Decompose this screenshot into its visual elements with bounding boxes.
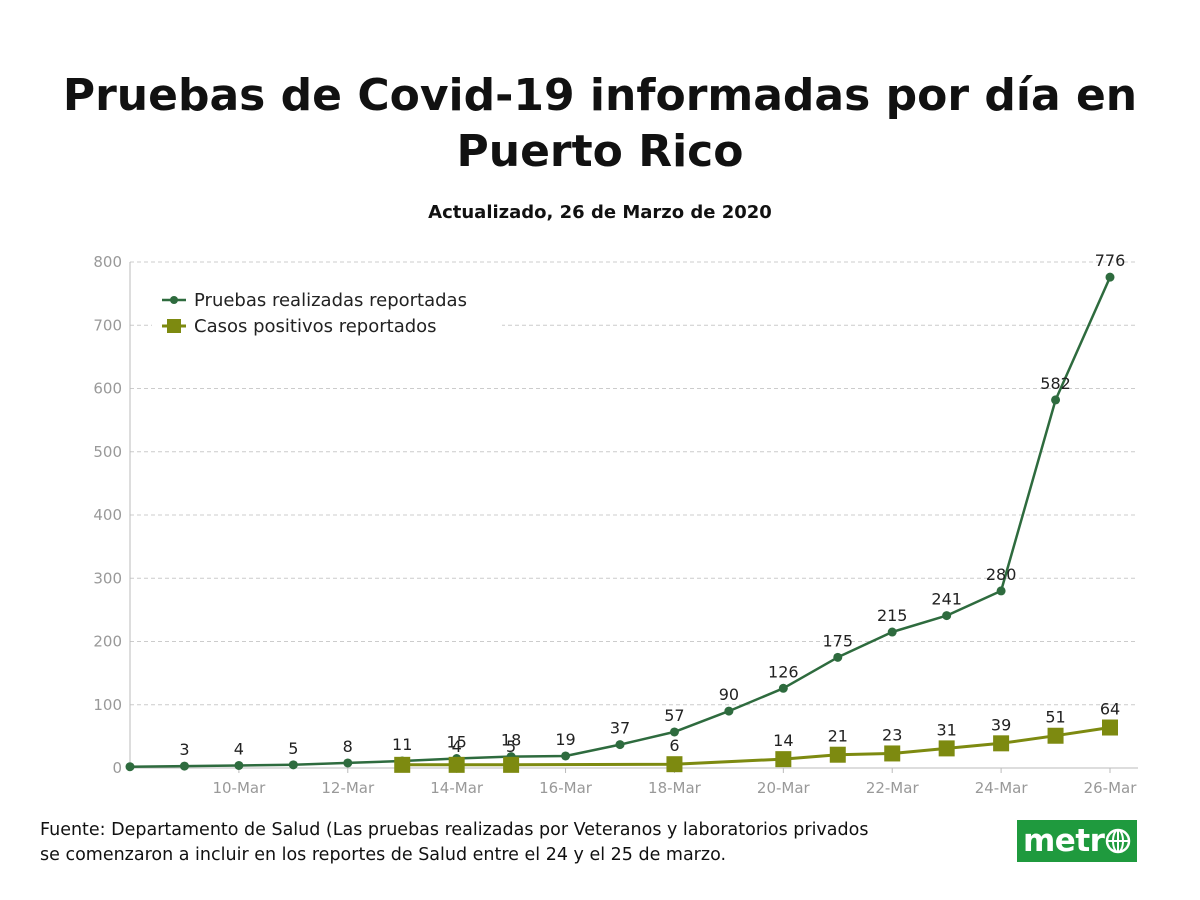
casos-point-24-Mar: [993, 735, 1010, 752]
legend-background: [152, 284, 502, 340]
pruebas-point-26-Mar: [1105, 272, 1115, 282]
y-tick-label-500: 500: [93, 443, 122, 461]
y-tick-label-800: 800: [93, 253, 122, 271]
y-tick-label-700: 700: [93, 316, 122, 334]
chart-subtitle: Actualizado, 26 de Marzo de 2020: [428, 202, 772, 223]
casos-point-26-Mar: [1102, 719, 1118, 736]
chart-title-line-2: Puerto Rico: [456, 126, 744, 177]
pruebas-data-label-16-Mar: 19: [555, 730, 575, 749]
pruebas-point-20-Mar: [778, 683, 788, 693]
casos-data-label-23-Mar: 31: [936, 720, 956, 739]
y-tick-label-300: 300: [93, 569, 122, 587]
pruebas-point-21-Mar: [833, 652, 843, 662]
source-note-line-2: se comenzaron a incluir en los reportes …: [40, 845, 727, 865]
series-layer: [125, 272, 1118, 773]
pruebas-data-label-11-Mar: 5: [288, 739, 298, 758]
pruebas-data-label-26-Mar: 776: [1095, 251, 1126, 270]
pruebas-data-label-10-Mar: 4: [234, 739, 244, 758]
pruebas-point-12-Mar: [343, 758, 353, 768]
x-tick-label-24-Mar: 24-Mar: [975, 779, 1029, 797]
line-chart: 0 100 200 300 400 500 600 700 800 10-Mar 12-Mar 14-…: [93, 251, 1138, 797]
casos-point-21-Mar: [829, 746, 846, 763]
pruebas-point-9-Mar: [179, 761, 189, 771]
metro-logo: metr: [1017, 820, 1137, 862]
legend-casos-marker: [167, 319, 181, 333]
casos-point-20-Mar: [775, 751, 792, 768]
legend-pruebas-label: Pruebas realizadas reportadas: [194, 290, 467, 311]
casos-data-label-18-Mar: 6: [669, 736, 679, 755]
casos-data-label-24-Mar: 39: [991, 715, 1011, 734]
legend-casos-label: Casos positivos reportados: [194, 316, 437, 337]
casos-point-25-Mar: [1047, 727, 1064, 744]
pruebas-point-8-Mar: [125, 762, 135, 772]
x-tick-label-20-Mar: 20-Mar: [757, 779, 811, 797]
pruebas-point-16-Mar: [561, 751, 571, 761]
axis-layer: 0 100 200 300 400 500 600 700 800 10-Mar 12-Mar 14-…: [93, 253, 1138, 797]
pruebas-point-22-Mar: [887, 627, 897, 637]
pruebas-data-label-22-Mar: 215: [877, 606, 908, 625]
pruebas-data-label-14-Mar: 15: [446, 733, 466, 752]
y-tick-label-200: 200: [93, 633, 122, 651]
pruebas-point-24-Mar: [996, 586, 1006, 596]
x-tick-label-18-Mar: 18-Mar: [648, 779, 702, 797]
casos-point-15-Mar: [503, 756, 520, 773]
pruebas-data-label-9-Mar: 3: [179, 740, 189, 759]
casos-point-22-Mar: [884, 745, 901, 762]
y-tick-label-600: 600: [93, 380, 122, 398]
x-tick-label-10-Mar: 10-Mar: [212, 779, 266, 797]
label-layer: 3 4 5 8 11 15 18 193757901261752152412805827764…: [179, 251, 1125, 759]
pruebas-point-25-Mar: [1051, 395, 1061, 405]
x-tick-label-14-Mar: 14-Mar: [430, 779, 484, 797]
casos-point-23-Mar: [938, 740, 955, 757]
x-tick-label-22-Mar: 22-Mar: [866, 779, 920, 797]
casos-data-label-26-Mar: 64: [1100, 700, 1120, 719]
pruebas-point-18-Mar: [669, 727, 679, 737]
y-tick-label-400: 400: [93, 506, 122, 524]
y-tick-label-0: 0: [112, 759, 122, 777]
pruebas-data-label-20-Mar: 126: [768, 662, 799, 681]
chart-title: Pruebas de Covid-19 informadas por día e…: [0, 68, 1200, 180]
casos-point-13-Mar: [394, 756, 411, 773]
source-note-line-1: Fuente: Departamento de Salud (Las prueb…: [40, 820, 869, 840]
metro-logo-text: metr: [1023, 823, 1105, 859]
pruebas-data-label-19-Mar: 90: [719, 685, 739, 704]
legend-pruebas-marker: [170, 296, 178, 304]
casos-data-label-25-Mar: 51: [1045, 708, 1065, 727]
casos-data-label-21-Mar: 21: [828, 727, 848, 746]
x-tick-label-16-Mar: 16-Mar: [539, 779, 593, 797]
pruebas-data-label-23-Mar: 241: [931, 590, 962, 609]
pruebas-data-label-18-Mar: 57: [664, 706, 684, 725]
pruebas-data-label-15-Mar: 18: [501, 731, 521, 750]
source-note: Fuente: Departamento de Salud (Las prueb…: [40, 818, 990, 868]
pruebas-data-label-24-Mar: 280: [986, 565, 1017, 584]
casos-point-18-Mar: [666, 756, 683, 773]
pruebas-data-label-12-Mar: 8: [343, 737, 353, 756]
legend: Pruebas realizadas reportadas Casos posit…: [152, 284, 502, 340]
pruebas-series-line: [129, 276, 1112, 768]
casos-point-14-Mar: [448, 756, 465, 773]
pruebas-data-label-25-Mar: 582: [1040, 374, 1071, 393]
y-tick-label-100: 100: [93, 696, 122, 714]
globe-icon: [1105, 828, 1131, 854]
pruebas-data-label-21-Mar: 175: [823, 631, 854, 650]
pruebas-data-label-17-Mar: 37: [610, 719, 630, 738]
pruebas-point-11-Mar: [288, 760, 298, 770]
chart-title-line-1: Pruebas de Covid-19 informadas por día e…: [62, 70, 1138, 121]
casos-data-label-22-Mar: 23: [882, 725, 902, 744]
x-tick-label-12-Mar: 12-Mar: [321, 779, 375, 797]
x-tick-label-26-Mar: 26-Mar: [1084, 779, 1138, 797]
casos-data-label-14-Mar: 4: [452, 737, 462, 756]
pruebas-point-23-Mar: [942, 611, 952, 621]
casos-data-label-15-Mar: 5: [506, 737, 516, 756]
casos-data-label-20-Mar: 14: [773, 731, 793, 750]
pruebas-point-17-Mar: [615, 740, 625, 750]
pruebas-data-label-13-Mar: 11: [392, 735, 412, 754]
pruebas-point-10-Mar: [234, 760, 244, 770]
pruebas-point-19-Mar: [724, 706, 734, 716]
